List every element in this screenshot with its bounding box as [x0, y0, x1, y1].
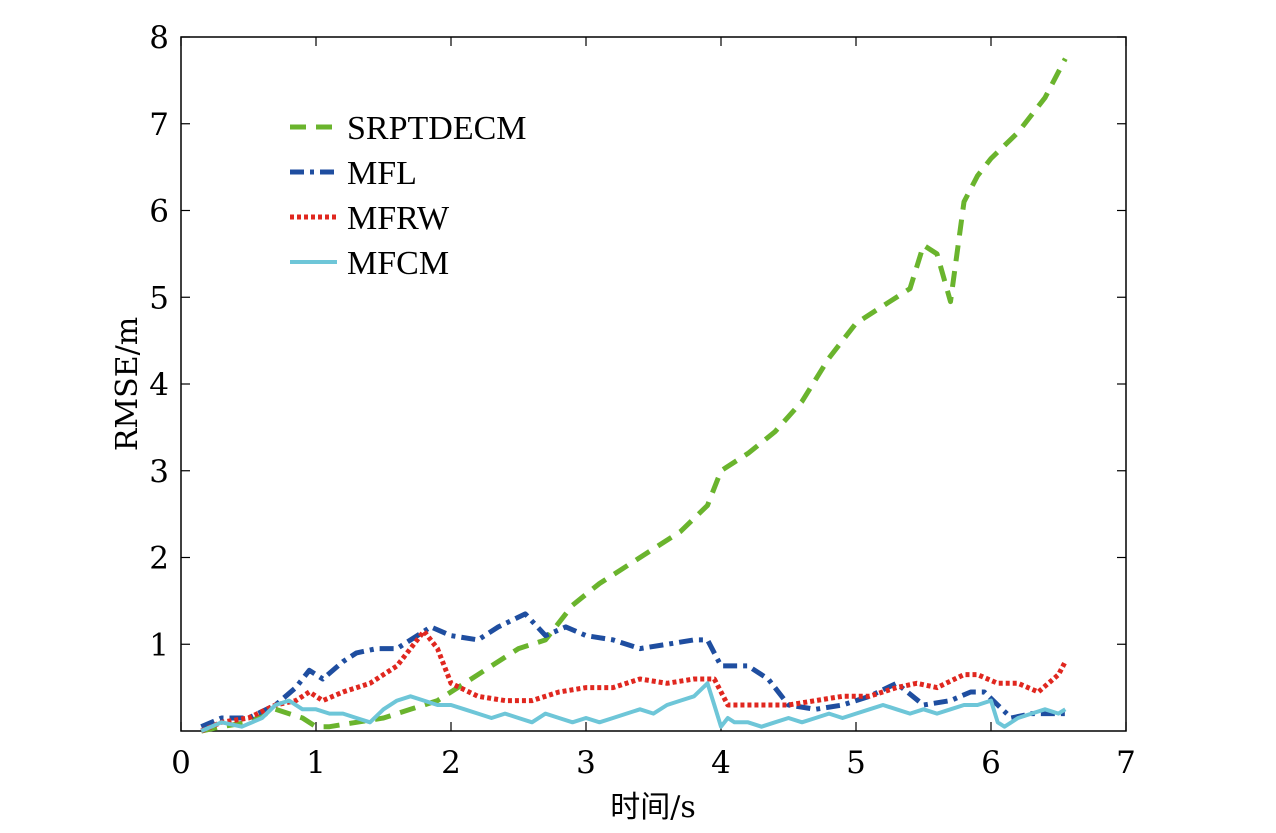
x-tick-label: 7 [1116, 745, 1136, 781]
y-tick-label: 6 [149, 194, 169, 230]
series-line-mfl [200, 611, 1066, 729]
y-tick-label: 7 [149, 107, 169, 143]
series-line-mfrw [200, 628, 1068, 734]
series-line-srptdecm [200, 57, 1068, 734]
y-tick-label: 4 [149, 367, 169, 403]
legend-label: MFL [347, 155, 417, 192]
x-tick-label: 1 [306, 745, 326, 781]
x-axis: 0 1 2 3 4 5 6 7 [171, 37, 1136, 781]
y-axis: 1 2 3 4 5 6 7 8 [149, 20, 1126, 663]
series-layer [200, 57, 1068, 734]
y-tick-label: 5 [149, 280, 169, 316]
y-axis-title: RMSE/m [110, 317, 145, 451]
legend-label: SRPTDECM [347, 110, 527, 147]
y-tick-label: 8 [149, 20, 169, 56]
x-tick-label: 5 [846, 745, 866, 781]
x-tick-label: 2 [441, 745, 461, 781]
x-tick-label: 4 [711, 745, 731, 781]
y-tick-label: 3 [149, 454, 169, 490]
legend-label: MFRW [347, 200, 450, 237]
y-tick-label: 1 [149, 627, 169, 663]
x-tick-label: 0 [171, 745, 191, 781]
x-axis-title: 时间/s [610, 790, 696, 825]
plot-area [180, 36, 1127, 732]
x-tick-label: 3 [576, 745, 596, 781]
x-tick-label: 6 [981, 745, 1001, 781]
series-line-mfcm [200, 681, 1067, 733]
legend-label: MFCM [347, 245, 449, 282]
legend: SRPTDECM MFL MFRW MFCM [290, 110, 527, 282]
y-tick-label: 2 [149, 541, 169, 577]
